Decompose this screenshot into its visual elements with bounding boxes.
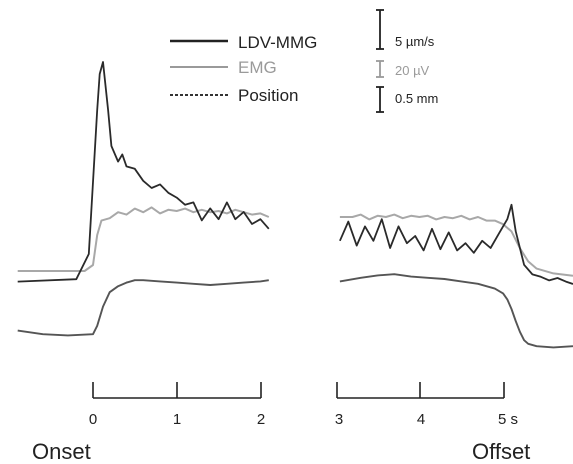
panel-label-offset: Offset <box>472 439 530 464</box>
emg-trace-onset <box>17 206 270 272</box>
position-trace-onset <box>17 279 269 337</box>
scale-label-position: 0.5 mm <box>395 91 438 106</box>
scale-label-ldv-mmg: 5 µm/s <box>395 34 435 49</box>
time-axis-offset <box>336 382 505 399</box>
legend-emg-label: EMG <box>238 58 277 77</box>
scale-bar-ldv-mmg <box>376 9 384 50</box>
tick-label-3: 3 <box>335 411 343 428</box>
tick-label-1: 1 <box>173 411 181 428</box>
legend-position-label: Position <box>238 86 298 105</box>
tick-label-2: 2 <box>257 411 265 428</box>
scale-bar-emg <box>376 60 384 78</box>
legend: LDV-MMG EMG Position 5 µm/s 20 µV 0.5 mm <box>170 9 438 113</box>
emg-trace-offset <box>339 213 573 277</box>
position-trace-offset <box>339 273 573 349</box>
traces <box>17 61 573 349</box>
scale-label-emg: 20 µV <box>395 63 430 78</box>
tick-label-0: 0 <box>89 411 97 428</box>
scale-bar-position <box>376 86 384 113</box>
time-axis-onset <box>92 382 262 399</box>
tick-label-4: 4 <box>417 411 425 428</box>
panel-label-onset: Onset <box>32 439 91 464</box>
legend-ldv-mmg-label: LDV-MMG <box>238 33 317 52</box>
ldv-mmg-trace-onset <box>17 61 270 283</box>
ldv-mmg-trace-offset <box>339 203 573 285</box>
tick-label-5: 5 s <box>498 411 518 428</box>
